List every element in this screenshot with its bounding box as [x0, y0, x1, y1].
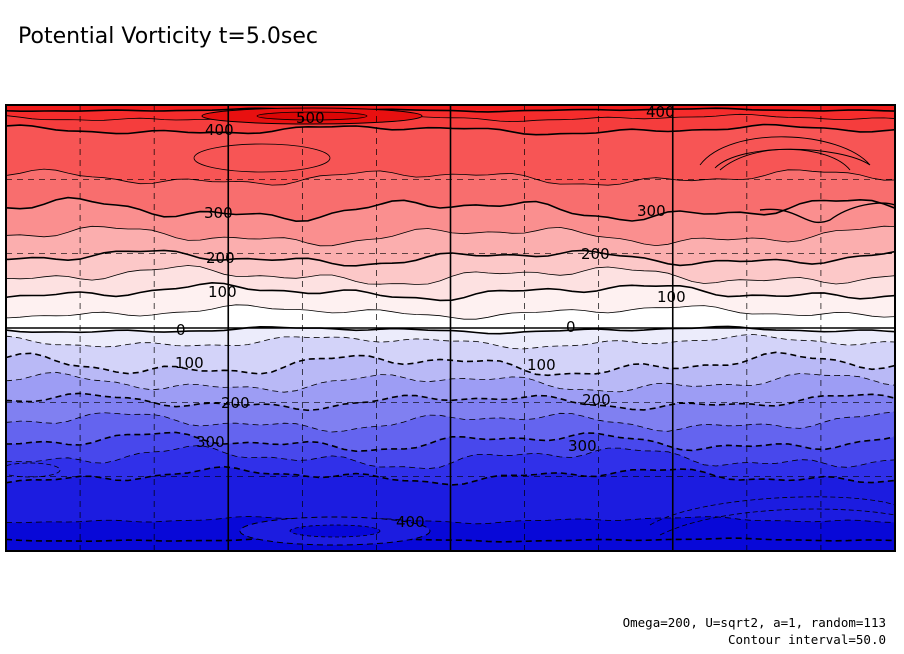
contour-label: 300: [568, 437, 597, 455]
contour-150: [6, 265, 895, 285]
contour-label: 300: [637, 202, 666, 220]
contour-label: 400: [205, 121, 234, 139]
contour-label: 200: [581, 245, 610, 263]
contour--250: [6, 411, 895, 433]
contour--400: [6, 465, 895, 486]
contour-labels: 500 400 400 300 300 200 200 100 100 0 0 100 100 200 20…: [175, 103, 686, 531]
contour-label: 200: [582, 391, 611, 409]
contour--150: [6, 371, 895, 393]
contour--50: [6, 333, 895, 350]
contour-label: 400: [396, 513, 425, 531]
contour-400: [6, 123, 895, 136]
contour-500: [6, 107, 895, 113]
eddy-upper-left: [193, 143, 331, 173]
contour--350: [6, 444, 895, 470]
contour-label: 100: [208, 283, 237, 301]
color-bands: [6, 105, 895, 551]
contour-label: 200: [221, 394, 250, 412]
min-vortex-inner: [289, 524, 381, 538]
contour--100: [6, 351, 895, 377]
eddy-lower-left: [6, 462, 61, 478]
contour-label: 100: [657, 288, 686, 306]
contour-100: [6, 281, 895, 302]
contour-label: 500: [296, 109, 325, 127]
contour-label: 0: [566, 318, 576, 336]
contour--450: [6, 515, 895, 525]
contour-label: 400: [646, 103, 675, 121]
grid-lines: [6, 105, 895, 551]
contour-label: 100: [527, 356, 556, 374]
parameters-text: Omega=200, U=sqrt2, a=1, random=113: [622, 615, 886, 630]
chart-title: Potential Vorticity t=5.0sec: [18, 24, 318, 49]
contour--200: [6, 392, 895, 412]
contour-50: [6, 304, 895, 320]
contour-250: [6, 225, 895, 247]
contour-label: 0: [176, 321, 186, 339]
eddy-upper-right-2: [719, 148, 851, 171]
contour-300: [6, 196, 895, 223]
contour--300: [6, 431, 895, 453]
plot-frame: [5, 104, 896, 552]
contour-450: [6, 113, 895, 123]
contour--500: [6, 537, 895, 543]
contour-label: 300: [196, 433, 225, 451]
max-vortex-inner: [256, 111, 368, 121]
dashed-contours: [6, 333, 895, 543]
eddy-upper-right: [699, 136, 871, 169]
contour-label: 100: [175, 354, 204, 372]
trough-right: [759, 202, 895, 224]
contour-label: 200: [206, 249, 235, 267]
contour-label: 300: [204, 204, 233, 222]
eddy-lower-right-2: [659, 508, 895, 536]
contour-interval-text: Contour interval=50.0: [727, 632, 886, 647]
